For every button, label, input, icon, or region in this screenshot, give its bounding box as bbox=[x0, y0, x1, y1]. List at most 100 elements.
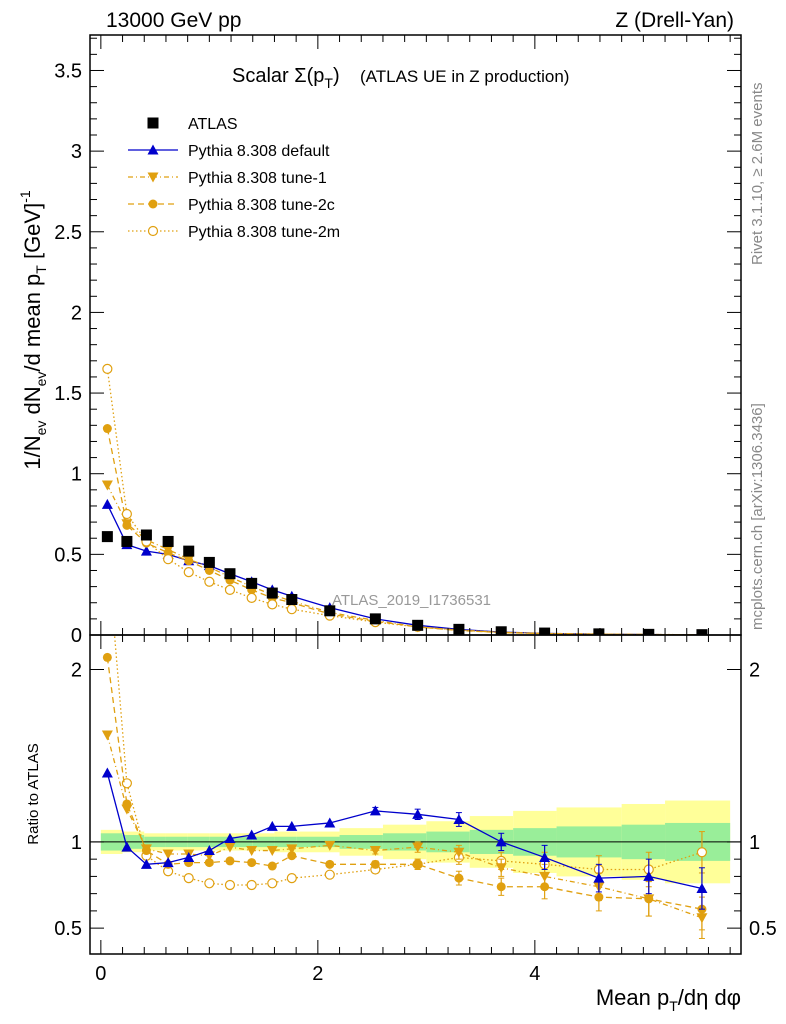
axis-ticks: 0 0.5 1 1.5 2 2.5 3 3.5 0.5 0.5 1 1 2 2 0 2 4 bbox=[54, 35, 777, 985]
legend-entry: Pythia 8.308 tune-2m bbox=[128, 224, 340, 241]
data-point bbox=[224, 584, 236, 595]
ratio-y-tick-label-right: 1 bbox=[749, 832, 760, 854]
ratio-point bbox=[103, 544, 112, 553]
data-point bbox=[593, 628, 605, 635]
rivet-label: Rivet 3.1.10, ≥ 2.6M events bbox=[749, 83, 766, 266]
data-point bbox=[204, 565, 214, 575]
y-tick-label: 3 bbox=[71, 141, 82, 163]
ratio-point bbox=[266, 820, 278, 831]
ratio-point bbox=[643, 894, 655, 905]
svg-text:Scalar Σ(pT): Scalar Σ(pT) bbox=[232, 65, 340, 91]
ratio-point bbox=[539, 851, 551, 862]
y-tick-label: 3.5 bbox=[54, 60, 82, 82]
ratio-point bbox=[246, 879, 257, 891]
ratio-point bbox=[121, 778, 132, 789]
ratio-point bbox=[101, 730, 113, 741]
ratio-point bbox=[696, 882, 708, 893]
ratio-point bbox=[696, 847, 708, 858]
ratio-point bbox=[286, 844, 298, 855]
data-point bbox=[140, 529, 152, 541]
legend-label: Pythia 8.308 tune-2c bbox=[188, 197, 335, 214]
data-point bbox=[453, 623, 465, 635]
ratio-point bbox=[369, 846, 381, 857]
data-point bbox=[101, 531, 113, 543]
ratio-point bbox=[539, 871, 551, 882]
main-panel-series bbox=[101, 363, 708, 635]
ratio-point bbox=[225, 856, 235, 866]
ratio-point bbox=[140, 844, 152, 855]
svg-text:Mean pT/dη dφ: Mean pT/dη dφ bbox=[596, 985, 741, 1014]
x-tick-label: 0 bbox=[95, 963, 106, 985]
ratio-point bbox=[643, 870, 655, 881]
ratio-point bbox=[121, 804, 133, 815]
data-point bbox=[286, 594, 298, 606]
ratio-panel-series bbox=[101, 544, 708, 939]
data-point bbox=[696, 629, 708, 635]
ratio-point bbox=[495, 863, 507, 874]
data-point bbox=[184, 556, 194, 566]
series-line bbox=[106, 504, 702, 635]
ratio-point bbox=[496, 882, 506, 892]
svg-text:1/Nev dNev/d mean pT [GeV]-1: 1/Nev dNev/d mean pT [GeV]-1 bbox=[17, 190, 49, 470]
ratio-y-tick-label: 0.5 bbox=[54, 918, 82, 940]
ratio-point bbox=[140, 858, 152, 869]
ratio-point bbox=[162, 857, 174, 868]
ratio-point bbox=[102, 652, 112, 662]
ratio-point bbox=[412, 808, 424, 819]
legend-marker bbox=[147, 225, 159, 237]
legend-marker bbox=[147, 144, 159, 155]
data-point bbox=[183, 566, 194, 578]
ratio-point bbox=[370, 859, 380, 869]
legend-label: Pythia 8.308 tune-1 bbox=[188, 170, 327, 187]
data-point bbox=[266, 587, 278, 599]
mcplots-label: mcplots.cern.ch [arXiv:1306.3436] bbox=[749, 403, 766, 630]
svg-text:(ATLAS UE in Z production): (ATLAS UE in Z production) bbox=[360, 67, 569, 86]
ratio-point bbox=[121, 841, 133, 852]
ratio-y-tick-label-right: 0.5 bbox=[749, 918, 777, 940]
ratio-point bbox=[369, 805, 381, 816]
y-tick-label: 2.5 bbox=[54, 222, 82, 244]
data-point bbox=[101, 480, 113, 491]
ratio-point bbox=[286, 873, 297, 884]
data-point bbox=[162, 535, 174, 547]
ratio-point bbox=[224, 832, 236, 843]
data-point bbox=[121, 535, 133, 547]
ratio-point bbox=[453, 814, 465, 825]
data-point bbox=[140, 545, 152, 556]
ratio-point bbox=[324, 817, 336, 828]
ratio-point bbox=[593, 872, 605, 883]
ratio-y-tick-label-right: 2 bbox=[749, 659, 760, 681]
data-point bbox=[203, 556, 215, 568]
legend-label: Pythia 8.308 tune-2m bbox=[188, 224, 340, 241]
data-point bbox=[643, 628, 655, 635]
ratio-point bbox=[224, 842, 236, 853]
data-point bbox=[224, 568, 236, 580]
ratio-series-pythia-8-308-tune-2c bbox=[102, 652, 707, 931]
ratio-uncertainty-band bbox=[90, 800, 741, 884]
ratio-point bbox=[413, 859, 423, 869]
ratio-point bbox=[454, 873, 464, 883]
data-point bbox=[286, 604, 297, 615]
data-point bbox=[324, 605, 336, 617]
data-point bbox=[183, 545, 195, 557]
header-energy: 13000 GeV pp bbox=[106, 9, 241, 32]
ratio-point bbox=[696, 913, 708, 924]
y-tick-label: 0.5 bbox=[54, 544, 82, 566]
legend-marker bbox=[148, 199, 158, 209]
ratio-point bbox=[324, 840, 336, 851]
data-point bbox=[101, 498, 113, 509]
y-tick-label: 2 bbox=[71, 302, 82, 324]
ratio-point bbox=[224, 879, 236, 891]
x-axis-title: Mean pT/dη dφ bbox=[596, 985, 741, 1014]
ratio-point bbox=[266, 846, 278, 857]
data-point bbox=[102, 424, 112, 434]
ratio-panel-frame bbox=[89, 634, 742, 955]
ratio-point bbox=[204, 878, 215, 889]
ratio-point bbox=[246, 846, 258, 857]
y-tick-label: 0 bbox=[71, 625, 82, 647]
ratio-point bbox=[267, 878, 278, 889]
legend-marker bbox=[147, 117, 159, 129]
data-point bbox=[539, 627, 551, 635]
y-tick-label: 1 bbox=[71, 464, 82, 486]
data-point bbox=[246, 592, 257, 604]
